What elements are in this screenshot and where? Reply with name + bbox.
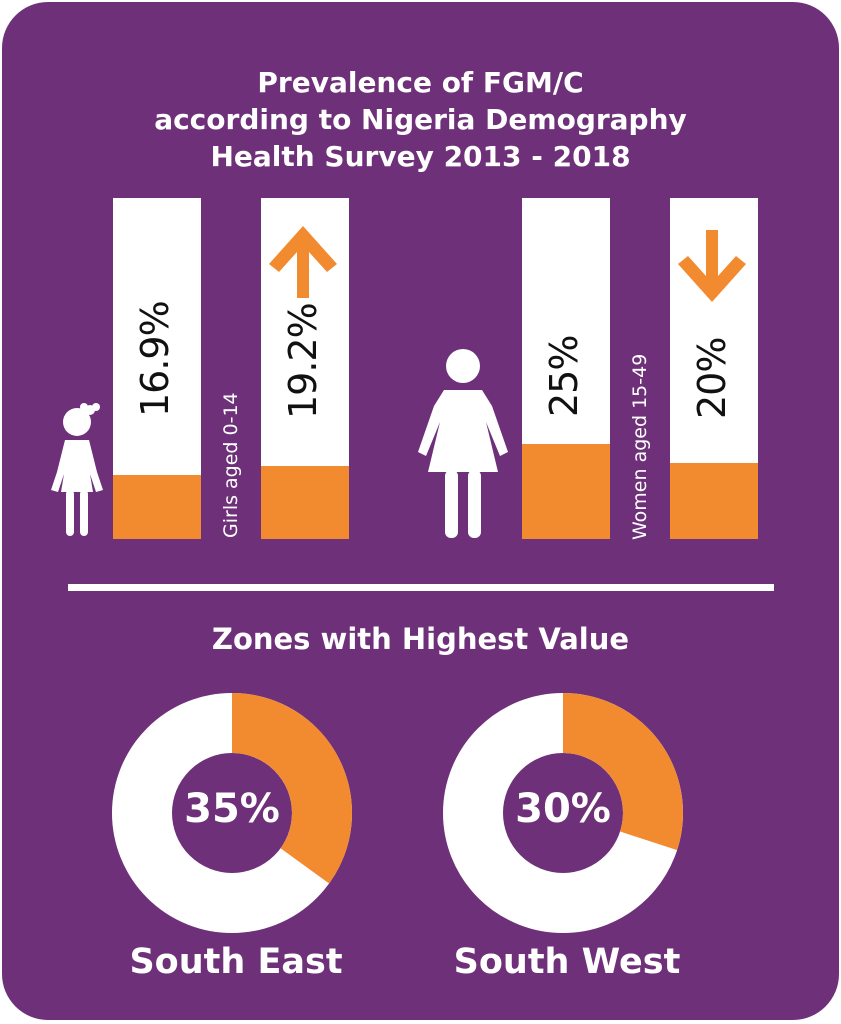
title-line-2: according to Nigeria Demography <box>154 103 687 136</box>
arrow-down-icon <box>678 230 746 302</box>
bar-women-2013: 25% <box>522 198 610 539</box>
bar-fill <box>670 463 758 539</box>
title-line-1: Prevalence of FGM/C <box>257 66 584 99</box>
woman-icon <box>418 349 508 538</box>
zone-label-south-west: South West <box>453 942 681 982</box>
zone-label-south-east: South East <box>129 942 343 982</box>
donut-south-east <box>112 693 352 933</box>
zones-title: Zones with Highest Value <box>211 622 630 656</box>
section-divider <box>68 584 774 591</box>
bar-fill <box>113 474 201 539</box>
arrow-up-icon <box>269 226 337 298</box>
donut-value-south-west: 30% <box>515 786 611 832</box>
donut-slice <box>230 693 352 884</box>
bar-fill <box>261 466 349 539</box>
bar-fill <box>522 444 610 539</box>
bar-icons-layer <box>51 226 746 538</box>
title-line-3: Health Survey 2013 - 2018 <box>210 140 631 173</box>
donut-south-west <box>443 693 683 933</box>
girl-icon <box>51 403 103 536</box>
chart-title: Prevalence of FGM/C according to Nigeria… <box>2 64 839 175</box>
donut-slice <box>561 693 683 851</box>
bar-girls-2013: 16.9% <box>113 198 201 539</box>
donut-value-south-east: 35% <box>184 786 280 832</box>
